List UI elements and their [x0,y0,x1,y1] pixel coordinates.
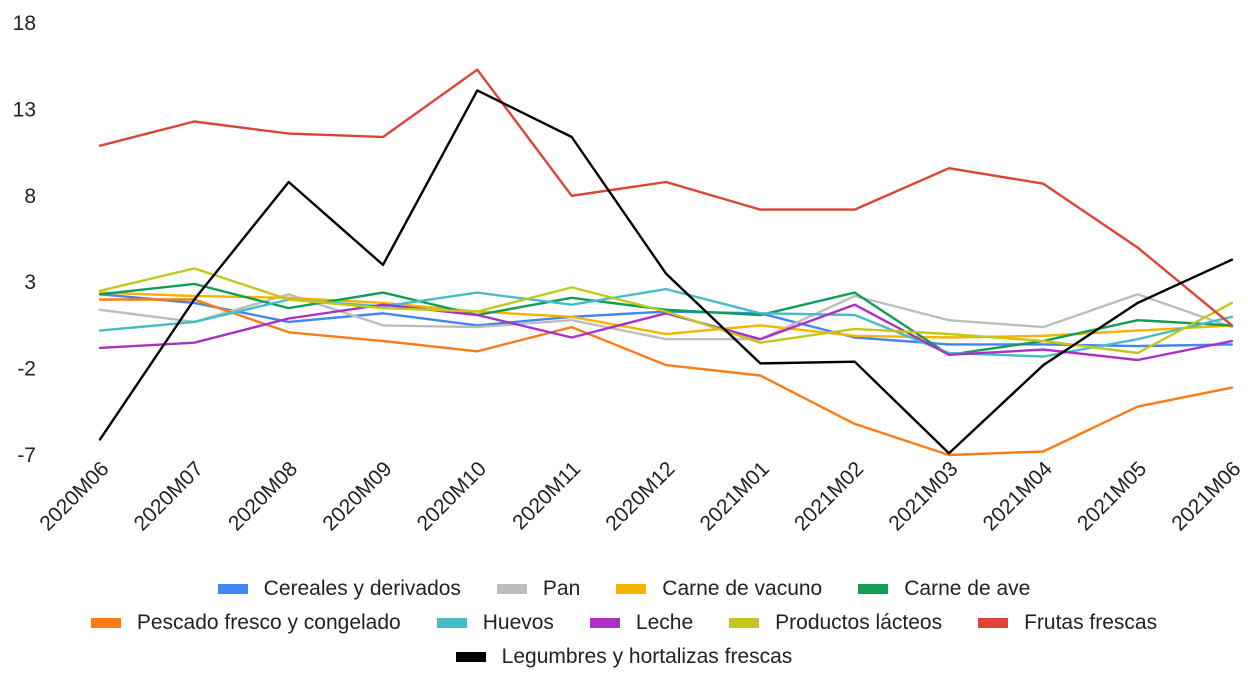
legend-row: Cereales y derivados Pan Carne de vacuno Ca… [0,572,1248,606]
legend-item[interactable]: Carne de vacuno [616,577,822,601]
series-line-1 [98,293,1234,341]
x-tick-label: 2021M02 [790,457,868,535]
legend-item[interactable]: Huevos [436,611,554,635]
chart-legend: Cereales y derivados Pan Carne de vacuno Ca… [0,572,1248,674]
y-axis-ticks: 18 13 8 3 -2 -7 [13,12,36,467]
legend-item[interactable]: Leche [589,611,694,635]
x-tick-label: 2020M07 [130,457,208,535]
legend-item[interactable]: Frutas frescas [978,611,1157,635]
legend-row: Pescado fresco y congelado Huevos Leche Pro… [0,606,1248,640]
series-line-4 [98,298,1234,457]
x-tick-label: 2021M04 [979,457,1057,535]
legend-swatch [496,584,527,594]
legend-label: Pan [542,577,581,600]
x-tick-label: 2021M06 [1167,457,1245,535]
legend-label: Carne de ave [904,577,1031,600]
x-tick-label: 2021M01 [696,457,774,535]
legend-swatch [455,652,486,662]
legend-swatch [90,618,121,628]
x-tick-label: 2020M10 [413,457,491,535]
y-tick-label: 18 [13,12,36,35]
legend-swatch [729,618,760,628]
x-axis-ticks: 2020M06 2020M07 2020M08 2020M09 2020M10 2020M… [35,457,1245,535]
x-tick-label: 2021M03 [884,457,962,535]
series-line-2 [98,291,1234,339]
legend-swatch [858,584,889,594]
series-line-9 [98,89,1234,455]
legend-item[interactable]: Cereales y derivados [217,577,461,601]
series-line-7 [98,267,1234,355]
legend-label: Carne de vacuno [662,577,823,600]
legend-swatch [616,584,647,594]
series-line-6 [98,303,1234,362]
legend-row: Legumbres y hortalizas frescas [0,640,1248,674]
series-lines [98,68,1234,457]
x-tick-label: 2020M09 [318,457,396,535]
legend-swatch [217,584,248,594]
legend-item[interactable]: Carne de ave [858,577,1030,601]
y-tick-label: 3 [24,271,36,294]
legend-label: Huevos [482,611,554,634]
x-tick-label: 2020M11 [508,457,585,534]
legend-item[interactable]: Pan [496,577,581,601]
legend-item[interactable]: Productos lácteos [729,611,942,635]
y-tick-label: -2 [17,358,36,381]
legend-item[interactable]: Pescado fresco y congelado [90,611,401,635]
legend-label: Frutas frescas [1024,611,1158,634]
x-tick-label: 2021M05 [1073,457,1151,535]
legend-swatch [589,618,620,628]
x-tick-label: 2020M06 [35,457,113,535]
legend-label: Productos lácteos [775,611,943,634]
x-tick-label: 2020M12 [601,457,679,535]
y-tick-label: 8 [24,185,36,208]
legend-label: Legumbres y hortalizas frescas [501,645,793,668]
legend-item[interactable]: Legumbres y hortalizas frescas [455,645,793,669]
legend-label: Pescado fresco y congelado [136,611,401,634]
y-tick-label: -7 [17,444,36,467]
legend-label: Leche [635,611,694,634]
series-line-8 [98,68,1234,327]
y-tick-label: 13 [13,98,36,121]
x-tick-label: 2020M08 [224,457,302,535]
legend-swatch [978,618,1009,628]
legend-label: Cereales y derivados [263,577,461,600]
legend-swatch [436,618,467,628]
